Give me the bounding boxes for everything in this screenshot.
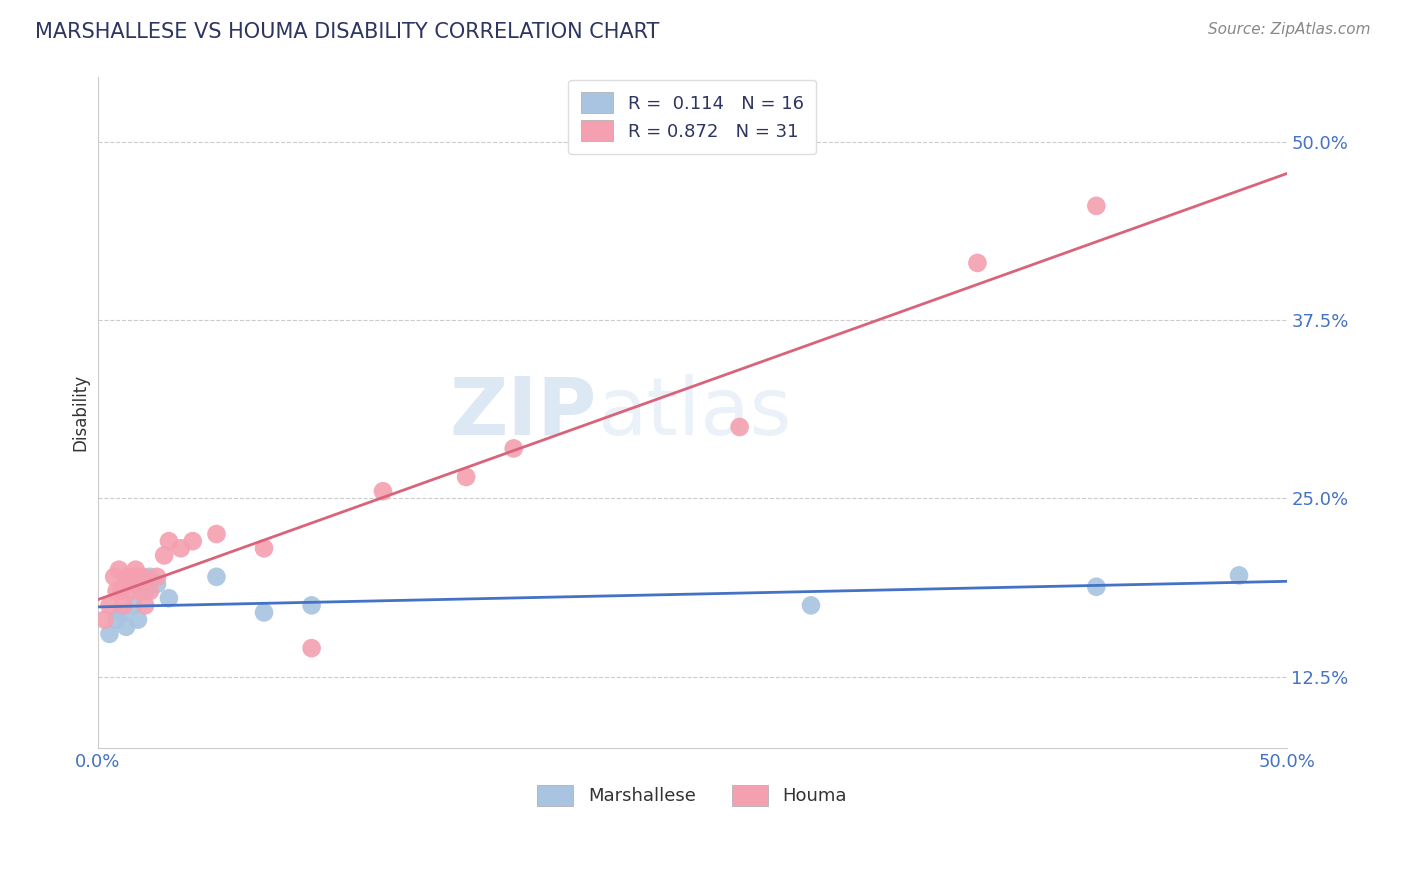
- Point: [110, 606, 132, 620]
- Text: MARSHALLESE VS HOUMA DISABILITY CORRELATION CHART: MARSHALLESE VS HOUMA DISABILITY CORRELAT…: [35, 22, 659, 42]
- Point: [105, 613, 128, 627]
- Point: [127, 570, 149, 584]
- Point: [132, 570, 155, 584]
- Point: [253, 606, 276, 620]
- Text: atlas: atlas: [598, 374, 792, 451]
- Point: [139, 584, 162, 599]
- Point: [371, 484, 394, 499]
- Point: [301, 599, 323, 613]
- Point: [153, 549, 176, 563]
- Point: [103, 570, 125, 584]
- Text: ZIP: ZIP: [450, 374, 598, 451]
- Point: [146, 577, 169, 591]
- Point: [456, 470, 478, 484]
- Point: [134, 599, 156, 613]
- Point: [122, 599, 145, 613]
- Point: [134, 584, 156, 599]
- Point: [1085, 580, 1108, 594]
- Point: [205, 570, 228, 584]
- Point: [117, 570, 139, 584]
- Point: [157, 591, 180, 606]
- Point: [146, 570, 169, 584]
- Point: [98, 627, 121, 641]
- Point: [181, 534, 204, 549]
- Point: [122, 570, 145, 584]
- Point: [115, 577, 138, 591]
- Point: [110, 584, 132, 599]
- Point: [139, 570, 162, 584]
- Legend: Marshallese, Houma: Marshallese, Houma: [530, 778, 853, 813]
- Point: [502, 442, 524, 456]
- Point: [124, 563, 146, 577]
- Point: [1085, 199, 1108, 213]
- Point: [115, 620, 138, 634]
- Y-axis label: Disability: Disability: [72, 374, 89, 451]
- Point: [170, 541, 193, 556]
- Point: [205, 527, 228, 541]
- Point: [966, 256, 988, 270]
- Point: [105, 584, 128, 599]
- Text: Source: ZipAtlas.com: Source: ZipAtlas.com: [1208, 22, 1371, 37]
- Point: [157, 534, 180, 549]
- Point: [127, 613, 149, 627]
- Point: [129, 584, 152, 599]
- Point: [800, 599, 823, 613]
- Point: [1227, 568, 1250, 582]
- Point: [120, 584, 142, 599]
- Point: [108, 563, 131, 577]
- Point: [728, 420, 751, 434]
- Point: [98, 599, 121, 613]
- Point: [112, 599, 135, 613]
- Point: [93, 613, 115, 627]
- Point: [253, 541, 276, 556]
- Point: [301, 641, 323, 656]
